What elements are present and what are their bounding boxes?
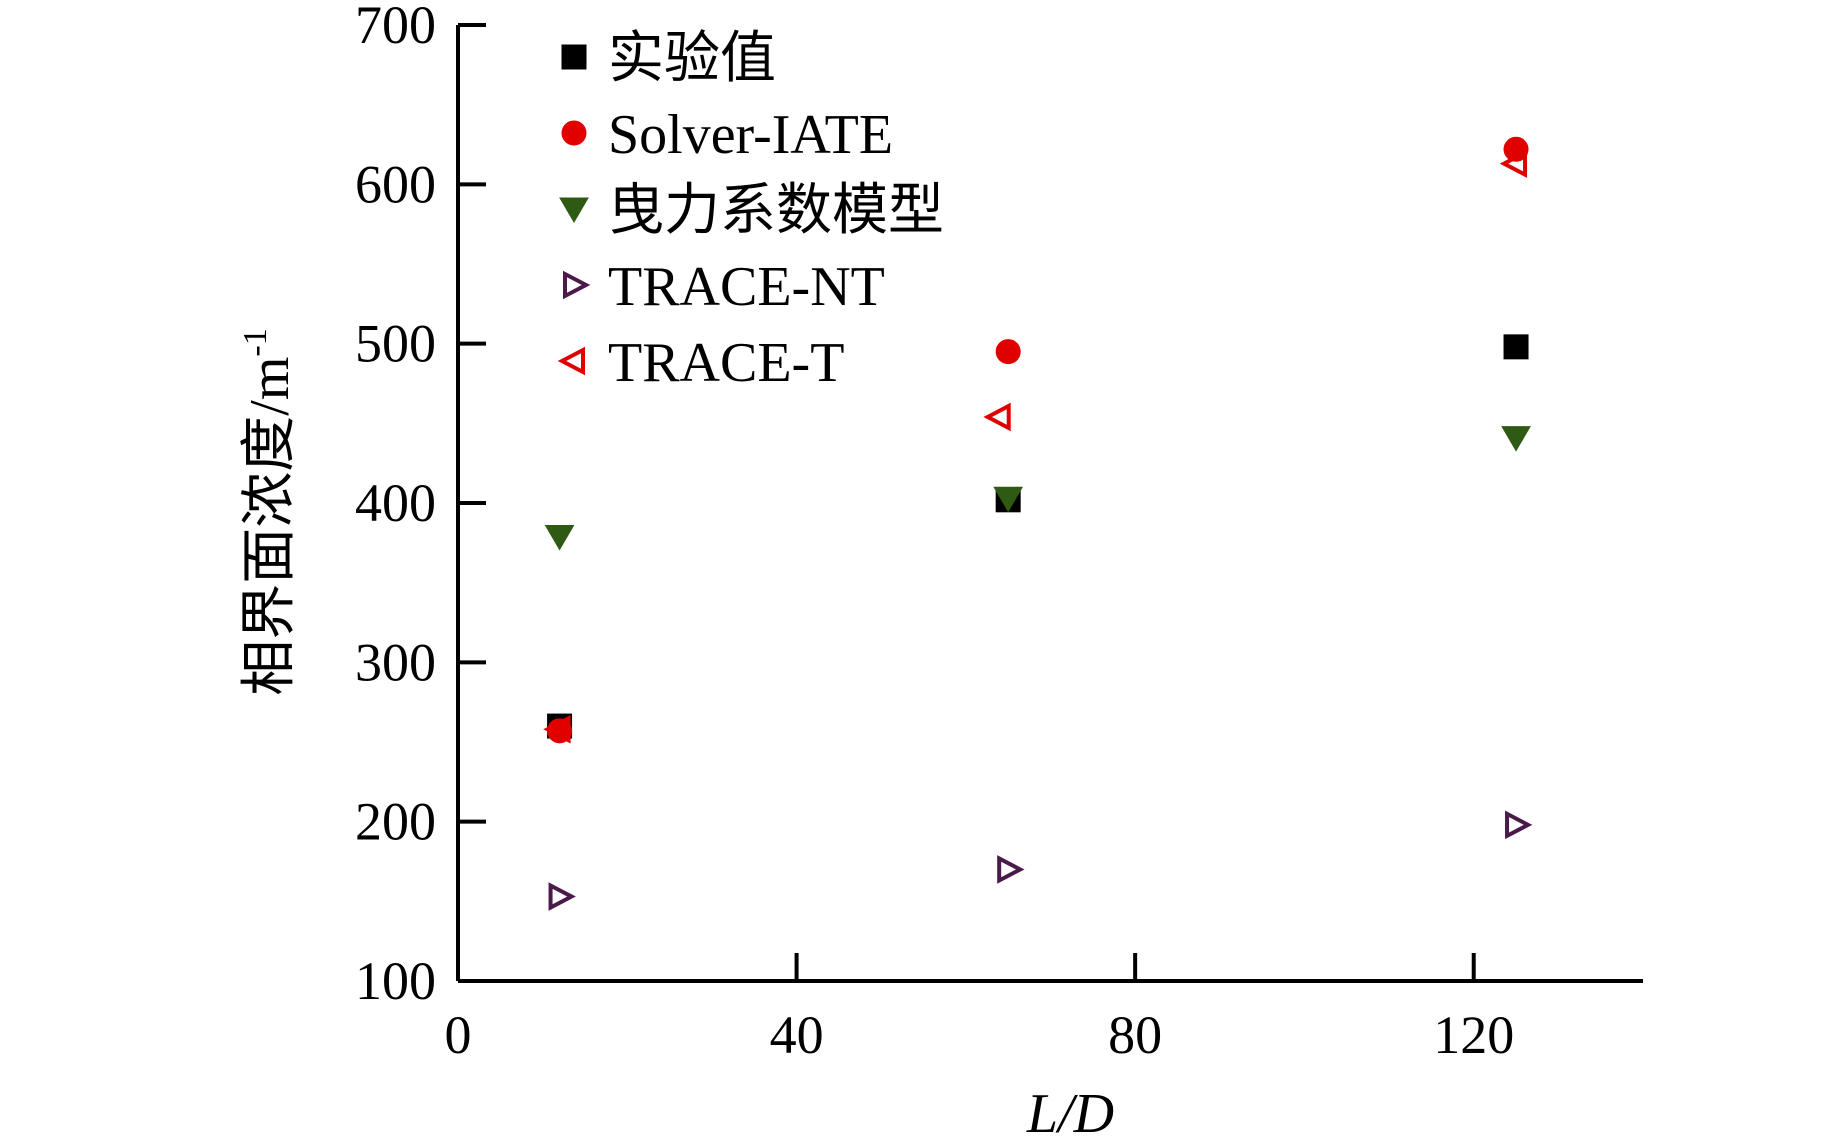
legend-label: 曳力系数模型 [608, 180, 944, 242]
data-point [1503, 334, 1529, 360]
legend-marker [561, 120, 587, 146]
legend-label: TRACE-T [608, 332, 844, 394]
x-tick-label: 120 [1433, 1005, 1514, 1065]
x-axis-title: L/D [1026, 1083, 1114, 1139]
legend-label: TRACE-NT [608, 256, 885, 318]
legend-label: Solver-IATE [608, 104, 893, 166]
y-tick-label: 700 [355, 0, 436, 55]
legend-marker [561, 44, 587, 70]
x-tick-label: 40 [770, 1005, 824, 1065]
data-points [543, 136, 1533, 911]
y-tick-label: 200 [355, 792, 436, 852]
legend-label: 实验值 [608, 28, 776, 90]
data-point [993, 486, 1024, 513]
y-tick-label: 100 [355, 951, 436, 1011]
data-point [1505, 810, 1533, 840]
data-point [543, 714, 571, 744]
data-point [995, 339, 1021, 365]
legend-marker [559, 197, 589, 223]
axes [456, 25, 1643, 983]
axis-titles: L/D 相界面浓度/m-1 [237, 328, 1114, 1139]
data-point [997, 855, 1025, 884]
data-point [548, 882, 576, 911]
data-point [983, 402, 1011, 432]
legend: 实验值 Solver-IATE 曳力系数模型 TRACE-NT TRACE-T [557, 28, 944, 394]
y-tick-label: 300 [355, 632, 436, 692]
y-axis-title: 相界面浓度/m-1 [237, 328, 301, 695]
data-point [544, 524, 575, 551]
y-tick-label: 500 [355, 314, 436, 374]
y-tick-label: 600 [355, 154, 436, 214]
data-point [1501, 426, 1531, 452]
legend-marker [557, 346, 585, 376]
legend-marker [563, 270, 591, 300]
y-tick-label: 400 [355, 473, 436, 533]
x-tick-label: 0 [445, 1005, 472, 1065]
ticks: 100 200 300 400 500 600 700 0 40 80 120 [355, 0, 1514, 1065]
x-tick-label: 80 [1108, 1005, 1162, 1065]
data-point [1499, 149, 1528, 178]
